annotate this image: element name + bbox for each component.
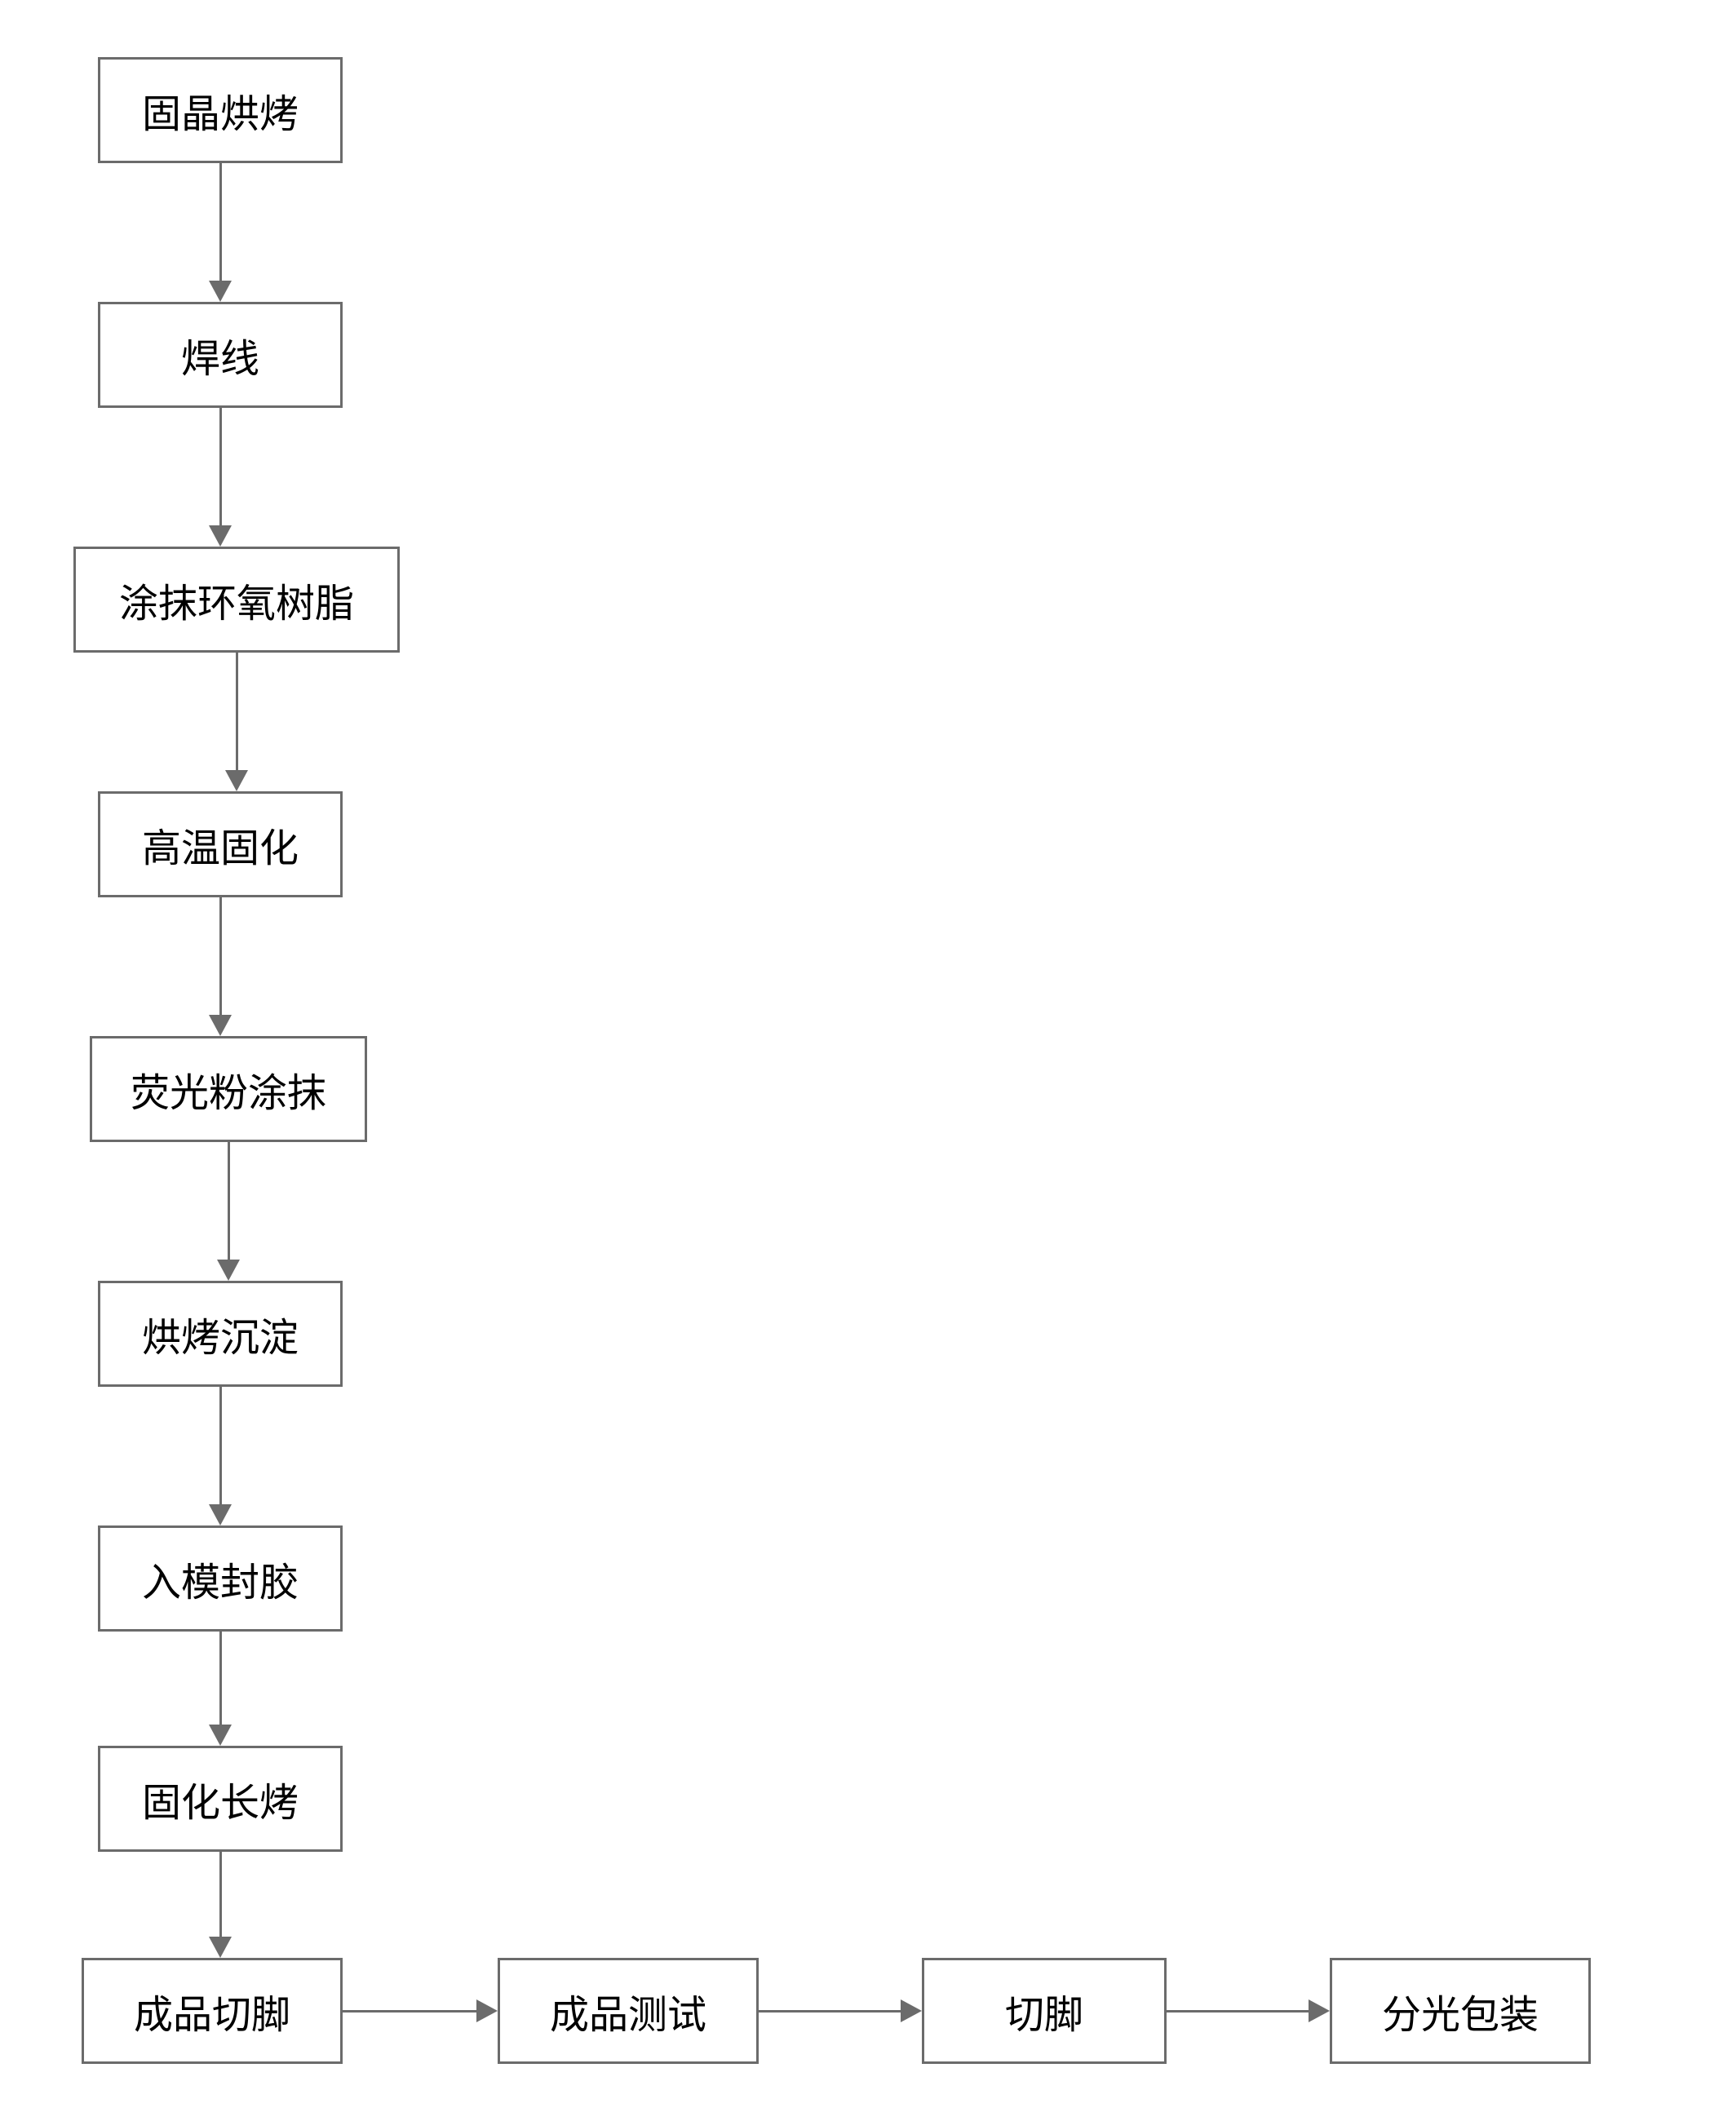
node-label: 烘烤沉淀: [142, 1305, 299, 1362]
flowchart-node-n7: 入模封胶: [98, 1525, 343, 1632]
edge-arrowhead: [209, 281, 232, 302]
node-label: 固晶烘烤: [142, 82, 299, 139]
node-label: 成品切脚: [134, 1982, 290, 2039]
flowchart-node-n1: 固晶烘烤: [98, 57, 343, 163]
node-label: 成品测试: [550, 1982, 706, 2039]
edge-line: [219, 408, 222, 525]
node-label: 荧光粉涂抹: [131, 1060, 326, 1118]
edge-line: [236, 653, 238, 770]
node-label: 切脚: [1005, 1982, 1083, 2039]
node-label: 固化长烤: [142, 1770, 299, 1827]
edge-arrowhead: [209, 1725, 232, 1746]
edge-arrowhead: [901, 1999, 922, 2022]
flowchart-node-n4: 高温固化: [98, 791, 343, 897]
edge-line: [759, 2010, 901, 2013]
edge-line: [228, 1142, 230, 1260]
edge-line: [219, 1852, 222, 1937]
edge-line: [219, 897, 222, 1015]
edge-arrowhead: [209, 1937, 232, 1958]
edge-arrowhead: [209, 525, 232, 547]
edge-line: [1167, 2010, 1309, 2013]
flowchart-node-n3: 涂抹环氧树脂: [73, 547, 400, 653]
node-label: 高温固化: [142, 816, 299, 873]
edge-line: [219, 1632, 222, 1725]
edge-arrowhead: [209, 1504, 232, 1525]
flowchart-node-n11: 切脚: [922, 1958, 1167, 2064]
flowchart-node-n6: 烘烤沉淀: [98, 1281, 343, 1387]
flowchart-node-n10: 成品测试: [498, 1958, 759, 2064]
edge-arrowhead: [217, 1260, 240, 1281]
flowchart-canvas: 固晶烘烤焊线涂抹环氧树脂高温固化荧光粉涂抹烘烤沉淀入模封胶固化长烤成品切脚 成品测…: [0, 0, 1736, 2121]
edge-line: [219, 163, 222, 281]
edge-arrowhead: [476, 1999, 498, 2022]
edge-arrowhead: [225, 770, 248, 791]
edge-line: [219, 1387, 222, 1504]
flowchart-node-n2: 焊线: [98, 302, 343, 408]
flowchart-node-n5: 荧光粉涂抹: [90, 1036, 367, 1142]
node-label: 入模封胶: [142, 1550, 299, 1607]
flowchart-node-n8: 固化长烤: [98, 1746, 343, 1852]
edge-arrowhead: [209, 1015, 232, 1036]
node-label: 焊线: [181, 326, 259, 383]
node-label: 分光包装: [1382, 1982, 1539, 2039]
flowchart-node-n9: 成品切脚: [82, 1958, 343, 2064]
node-label: 涂抹环氧树脂: [119, 571, 354, 628]
flowchart-node-n12: 分光包装: [1330, 1958, 1591, 2064]
edge-arrowhead: [1309, 1999, 1330, 2022]
edge-line: [343, 2010, 476, 2013]
